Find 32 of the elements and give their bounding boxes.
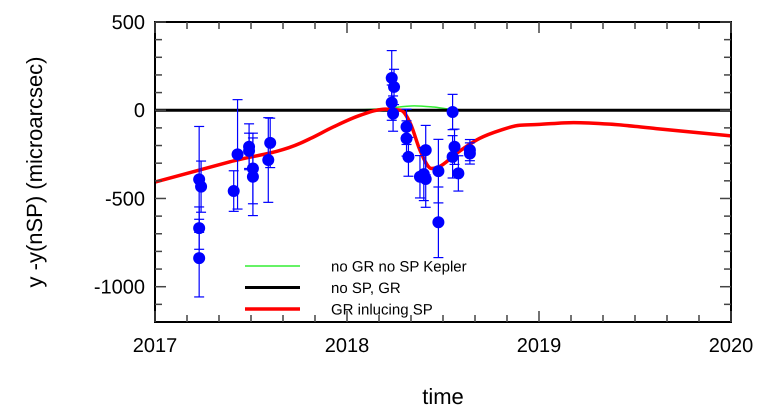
- point: [195, 180, 208, 193]
- point: [400, 132, 413, 144]
- point: [446, 106, 459, 118]
- point: [448, 140, 461, 153]
- point: [388, 80, 400, 93]
- point: [387, 108, 400, 120]
- point: [432, 165, 444, 178]
- point: [232, 148, 244, 160]
- y-tick-label: 500: [112, 12, 145, 34]
- legend-label: GR inlucing SP: [331, 301, 433, 318]
- point: [420, 144, 432, 156]
- point: [402, 150, 414, 163]
- y-tick-label: -500: [104, 188, 145, 210]
- y-tick-label: -1000: [94, 276, 145, 299]
- y-tick-label: 0: [134, 100, 145, 122]
- point: [193, 252, 206, 264]
- y-axis-title: y -y(nSP) (microarcsec): [22, 56, 47, 288]
- x-tick-label: 2020: [708, 335, 754, 357]
- point: [264, 136, 276, 149]
- point: [262, 154, 274, 166]
- point: [432, 216, 444, 228]
- x-axis-title: time: [422, 384, 464, 409]
- x-tick-label: 2019: [516, 335, 562, 357]
- x-tick-label: 2018: [324, 335, 370, 357]
- x-tick-label: 2017: [132, 335, 178, 357]
- point: [228, 185, 240, 198]
- legend-label: no SP, GR: [331, 280, 401, 297]
- point: [452, 167, 464, 180]
- point: [446, 150, 459, 163]
- legend-label: no GR no SP Kepler: [331, 258, 467, 276]
- point: [400, 120, 413, 133]
- point: [193, 222, 206, 234]
